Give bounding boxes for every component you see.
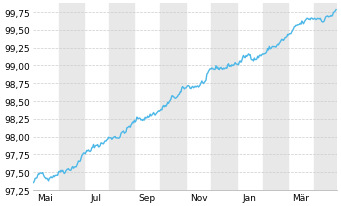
Bar xyxy=(160,4,186,190)
Bar xyxy=(211,4,237,190)
Bar xyxy=(263,4,288,190)
Bar xyxy=(313,4,337,190)
Bar xyxy=(59,4,84,190)
Bar xyxy=(109,4,134,190)
